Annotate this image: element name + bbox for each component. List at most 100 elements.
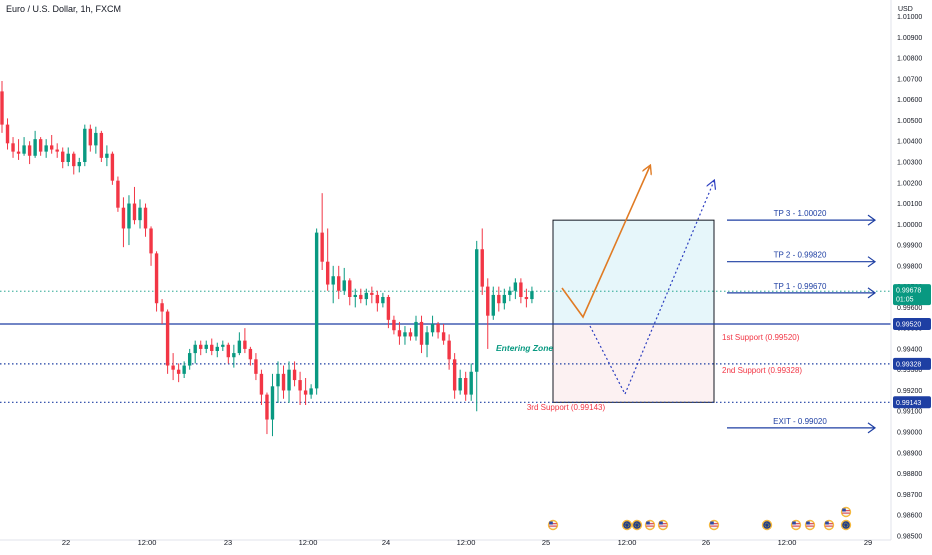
candle-body[interactable]: [386, 297, 391, 320]
candle-body[interactable]: [403, 332, 407, 337]
candle-body[interactable]: [325, 261, 330, 285]
candle-body[interactable]: [392, 319, 396, 331]
candle-body[interactable]: [72, 153, 76, 167]
candle-body[interactable]: [519, 282, 523, 297]
candle-body[interactable]: [187, 353, 192, 366]
candle-body[interactable]: [331, 276, 335, 285]
candle-body[interactable]: [486, 286, 490, 316]
candle-body[interactable]: [38, 139, 43, 152]
candle-body[interactable]: [77, 162, 81, 167]
usd-event-icon[interactable]: [823, 519, 835, 531]
candle-body[interactable]: [254, 359, 258, 374]
candle-body[interactable]: [138, 207, 142, 221]
candle-body[interactable]: [508, 290, 512, 295]
candle-body[interactable]: [348, 280, 352, 297]
candle-body[interactable]: [259, 373, 264, 395]
candle-body[interactable]: [475, 249, 479, 372]
candle-body[interactable]: [364, 292, 369, 300]
candle-body[interactable]: [116, 180, 120, 208]
candle-body[interactable]: [452, 359, 457, 391]
candle-body[interactable]: [193, 344, 197, 354]
candle-body[interactable]: [215, 346, 219, 351]
candle-body[interactable]: [513, 282, 518, 291]
candle-body[interactable]: [33, 139, 37, 156]
candle-body[interactable]: [121, 207, 126, 229]
candle-body[interactable]: [165, 311, 170, 366]
candle-body[interactable]: [5, 124, 10, 144]
candle-body[interactable]: [16, 151, 21, 154]
candle-body[interactable]: [248, 348, 253, 360]
candle-body[interactable]: [149, 228, 153, 254]
usd-event-icon[interactable]: [657, 519, 669, 531]
candle-body[interactable]: [430, 324, 435, 333]
candle-body[interactable]: [530, 291, 534, 300]
candle-body[interactable]: [27, 145, 32, 156]
candle-body[interactable]: [359, 294, 363, 300]
candle-body[interactable]: [182, 365, 186, 374]
candle-body[interactable]: [210, 344, 214, 351]
candle-body[interactable]: [419, 321, 424, 345]
candle-body[interactable]: [99, 132, 104, 158]
candle-body[interactable]: [265, 394, 269, 420]
candle-body[interactable]: [160, 303, 164, 312]
candle-body[interactable]: [143, 207, 148, 229]
candle-body[interactable]: [397, 330, 402, 337]
candle-body[interactable]: [303, 390, 308, 395]
candle-body[interactable]: [66, 153, 70, 162]
candle-body[interactable]: [292, 369, 297, 381]
candle-body[interactable]: [221, 344, 225, 347]
candle-body[interactable]: [458, 378, 462, 391]
candle-body[interactable]: [127, 203, 131, 229]
candle-body[interactable]: [226, 344, 231, 358]
eur-event-icon[interactable]: [621, 519, 633, 531]
candle-body[interactable]: [237, 340, 242, 354]
eur-event-icon[interactable]: [761, 519, 773, 531]
candle-body[interactable]: [370, 292, 374, 295]
candle-body[interactable]: [55, 149, 59, 152]
candle-body[interactable]: [171, 365, 175, 370]
candle-body[interactable]: [243, 340, 247, 349]
candle-body[interactable]: [375, 294, 380, 304]
candle-body[interactable]: [49, 145, 54, 150]
candle-body[interactable]: [132, 203, 137, 221]
candle-body[interactable]: [309, 388, 313, 395]
candle-body[interactable]: [436, 324, 440, 333]
candle-body[interactable]: [491, 294, 495, 316]
candle-body[interactable]: [441, 332, 446, 341]
candle-body[interactable]: [61, 151, 65, 162]
candle-body[interactable]: [337, 276, 341, 291]
candle-body[interactable]: [502, 294, 507, 304]
candle-body[interactable]: [463, 378, 468, 395]
candle-body[interactable]: [524, 297, 529, 300]
candle-body[interactable]: [408, 332, 413, 337]
usd-event-icon[interactable]: [547, 519, 559, 531]
candle-body[interactable]: [88, 128, 93, 146]
usd-event-icon[interactable]: [804, 519, 816, 531]
candle-body[interactable]: [480, 249, 484, 287]
candle-body[interactable]: [497, 294, 501, 304]
candle-body[interactable]: [314, 232, 319, 389]
eur-event-icon[interactable]: [840, 519, 852, 531]
candle-body[interactable]: [281, 373, 286, 391]
candle-body[interactable]: [276, 373, 280, 387]
candle-body[interactable]: [342, 280, 346, 291]
candle-body[interactable]: [381, 297, 385, 304]
candle-body[interactable]: [270, 386, 275, 420]
candle-body[interactable]: [22, 145, 26, 154]
candle-body[interactable]: [287, 369, 291, 391]
candle-body[interactable]: [176, 369, 181, 374]
candle-body[interactable]: [298, 380, 302, 391]
candle-body[interactable]: [105, 153, 109, 158]
candle-body[interactable]: [11, 143, 15, 152]
usd-event-icon[interactable]: [644, 519, 656, 531]
usd-event-icon[interactable]: [790, 519, 802, 531]
usd-event-icon[interactable]: [840, 506, 852, 518]
candle-body[interactable]: [110, 153, 115, 181]
candle-body[interactable]: [199, 344, 203, 349]
eur-event-icon[interactable]: [631, 519, 643, 531]
candle-body[interactable]: [154, 253, 159, 304]
candle-body[interactable]: [447, 340, 451, 360]
candle-body[interactable]: [425, 332, 429, 345]
candle-body[interactable]: [94, 132, 98, 146]
